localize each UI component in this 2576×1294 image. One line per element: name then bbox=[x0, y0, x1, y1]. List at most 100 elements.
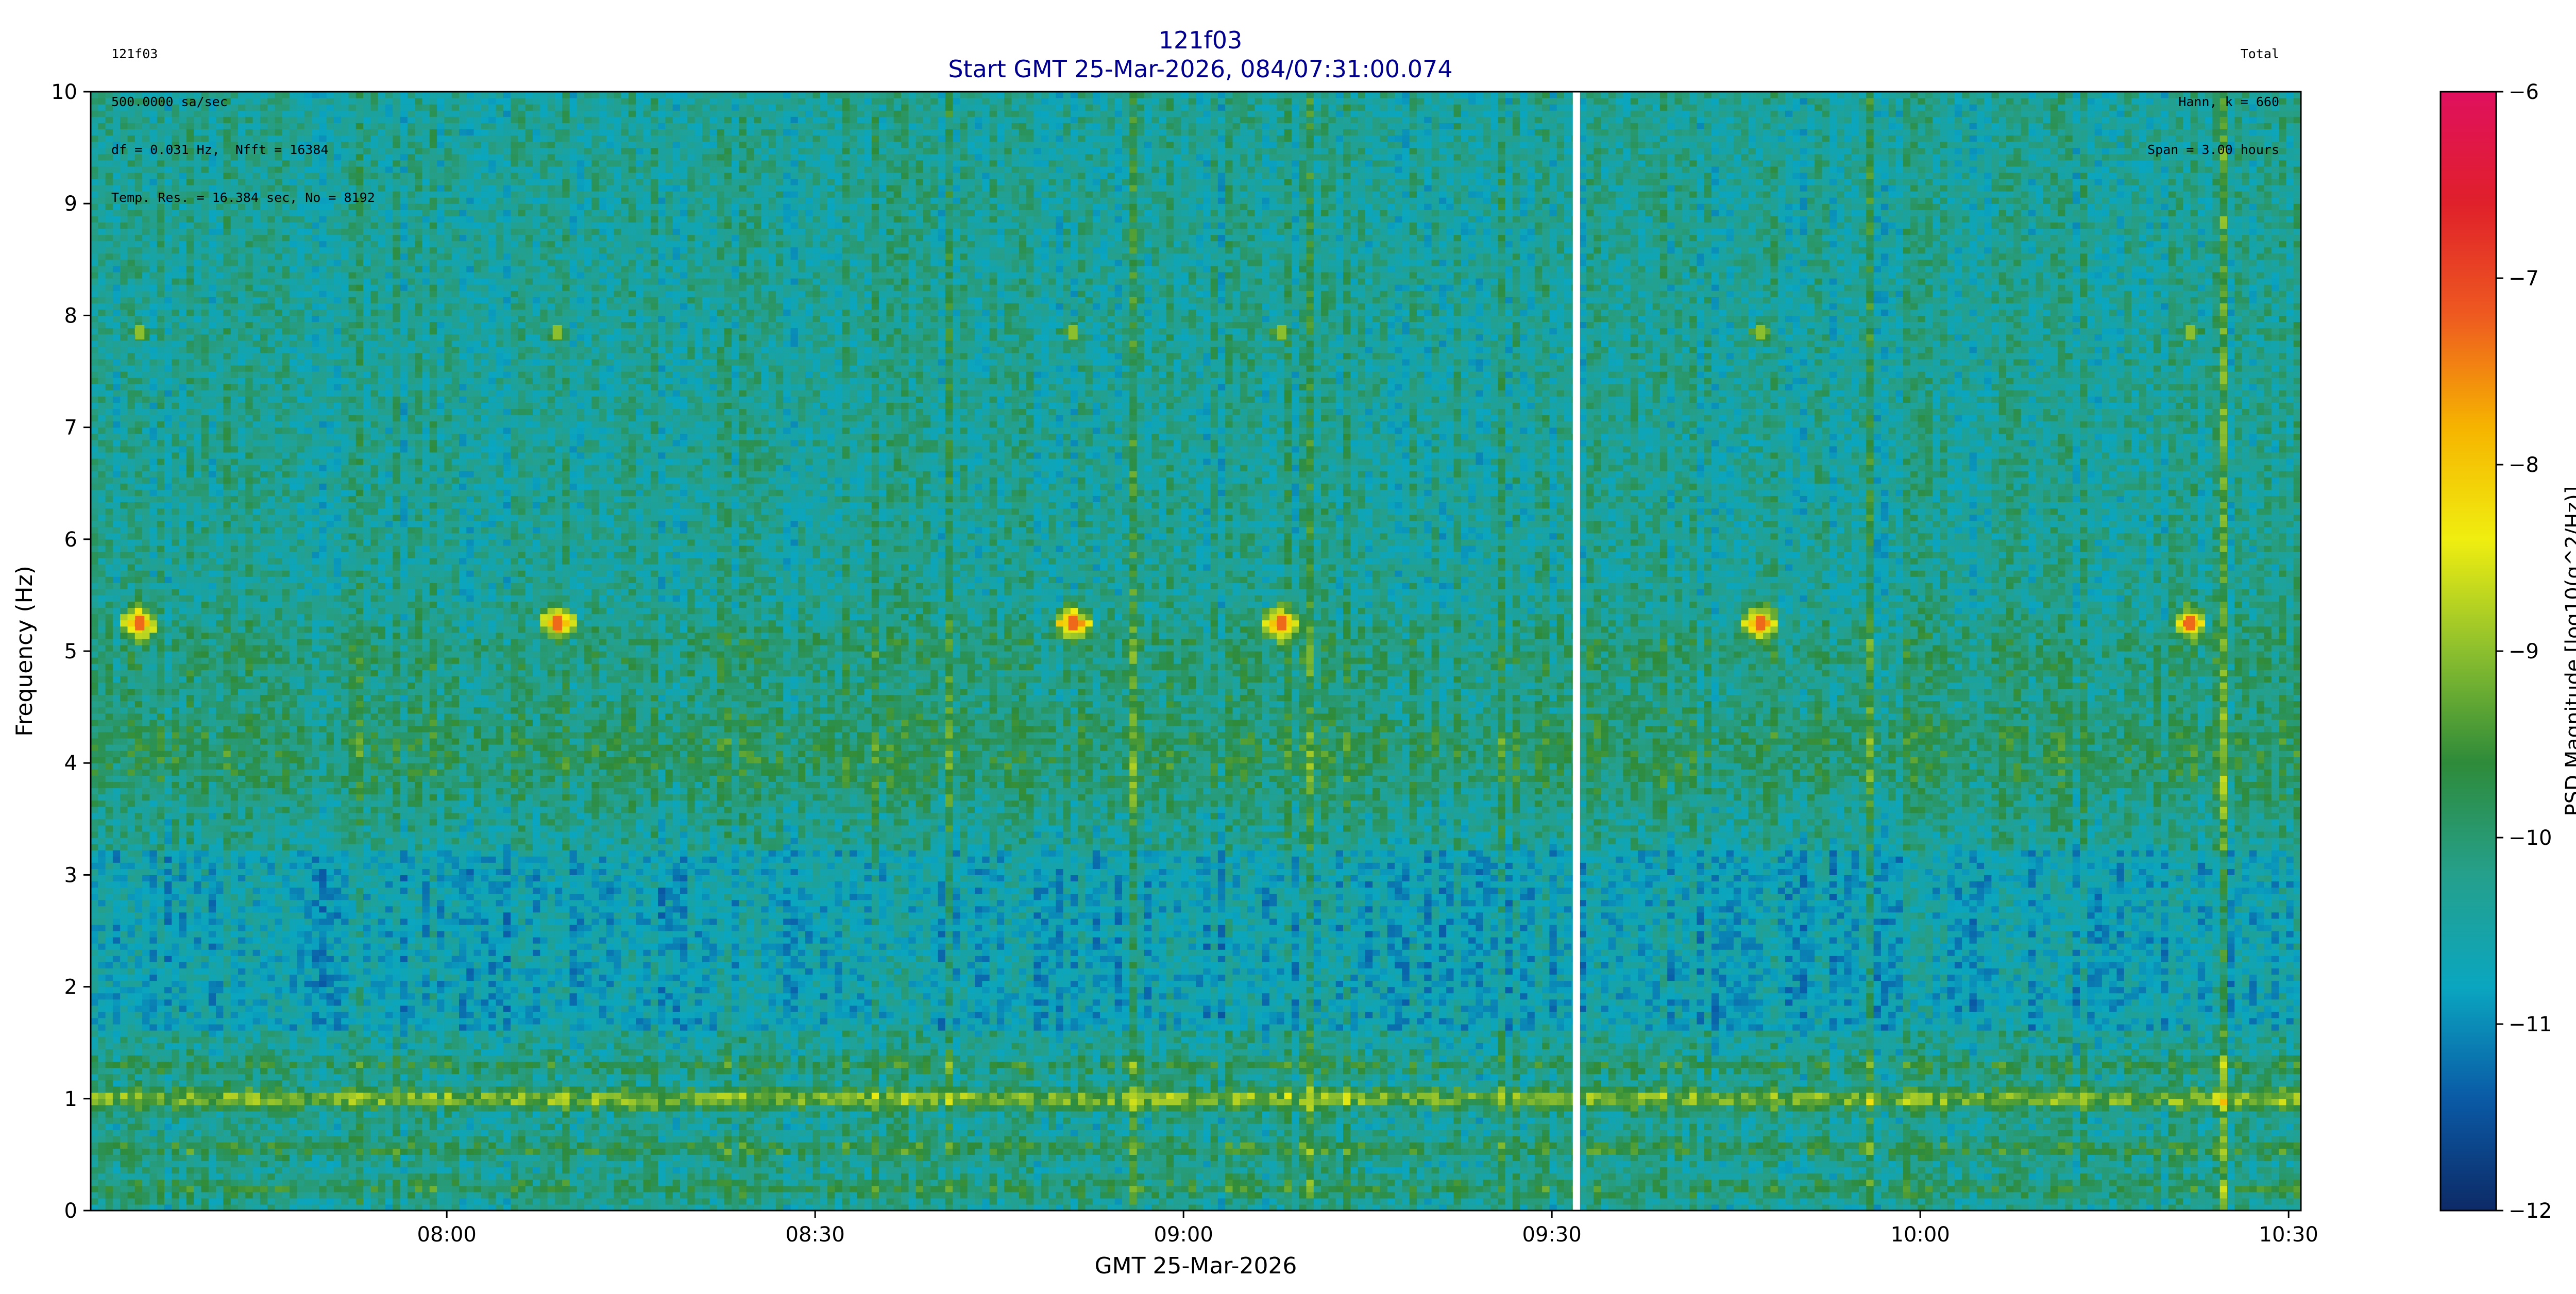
heatmap-cell bbox=[106, 688, 113, 695]
heatmap-cell bbox=[128, 515, 135, 521]
heatmap-cell bbox=[128, 626, 135, 633]
heatmap-cell bbox=[98, 347, 106, 353]
heatmap-cell bbox=[106, 1148, 113, 1155]
heatmap-cell bbox=[172, 247, 179, 254]
heatmap-cell bbox=[149, 918, 157, 925]
heatmap-cell bbox=[157, 1055, 165, 1062]
heatmap-cell bbox=[113, 527, 121, 534]
heatmap-cell bbox=[91, 135, 98, 142]
heatmap-cell bbox=[98, 191, 106, 198]
heatmap-cell bbox=[91, 477, 98, 484]
heatmap-cell bbox=[98, 775, 106, 782]
heatmap-cell bbox=[128, 769, 135, 776]
heatmap-cell bbox=[128, 315, 135, 322]
heatmap-cell bbox=[113, 794, 121, 801]
heatmap-cell bbox=[172, 471, 179, 478]
heatmap-cell bbox=[135, 688, 143, 695]
heatmap-cell bbox=[172, 260, 179, 266]
heatmap-cell bbox=[135, 402, 143, 409]
heatmap-cell bbox=[98, 1130, 106, 1136]
heatmap-cell bbox=[149, 1067, 157, 1074]
heatmap-cell bbox=[113, 458, 121, 465]
heatmap-cell bbox=[135, 981, 143, 987]
heatmap-cell bbox=[113, 1036, 121, 1043]
heatmap-cell bbox=[98, 788, 106, 794]
heatmap-cell bbox=[149, 962, 157, 968]
heatmap-cell bbox=[157, 471, 165, 478]
heatmap-cell bbox=[179, 894, 187, 900]
heatmap-cell bbox=[106, 576, 113, 583]
heatmap-cell bbox=[157, 465, 165, 471]
heatmap-cell bbox=[135, 247, 143, 254]
heatmap-cell bbox=[113, 546, 121, 552]
heatmap-cell bbox=[135, 471, 143, 478]
heatmap-cell bbox=[113, 738, 121, 745]
heatmap-cell bbox=[113, 775, 121, 782]
heatmap-cell bbox=[142, 440, 150, 447]
heatmap-cell bbox=[91, 1136, 98, 1143]
heatmap-cell bbox=[164, 608, 172, 615]
heatmap-cell bbox=[142, 272, 150, 279]
heatmap-cell bbox=[128, 1192, 135, 1199]
heatmap-cell bbox=[164, 595, 172, 602]
heatmap-cell bbox=[179, 881, 187, 888]
heatmap-cell bbox=[135, 1180, 143, 1186]
heatmap-cell bbox=[142, 309, 150, 316]
heatmap-cell bbox=[135, 353, 143, 360]
heatmap-cell bbox=[157, 931, 165, 938]
heatmap-cell bbox=[157, 1180, 165, 1186]
heatmap-cell bbox=[120, 838, 128, 844]
heatmap-cell bbox=[128, 521, 135, 527]
heatmap-cell bbox=[98, 1105, 106, 1112]
heatmap-cell bbox=[128, 241, 135, 248]
heatmap-cell bbox=[135, 347, 143, 353]
heatmap-cell bbox=[135, 1012, 143, 1018]
heatmap-cell bbox=[113, 508, 121, 515]
heatmap-cell bbox=[120, 546, 128, 552]
heatmap-cell bbox=[106, 260, 113, 266]
heatmap-cell bbox=[91, 539, 98, 546]
heatmap-cell bbox=[157, 228, 165, 235]
heatmap-cell bbox=[91, 1030, 98, 1037]
heatmap-cell bbox=[149, 981, 157, 987]
heatmap-cell bbox=[135, 713, 143, 720]
heatmap-cell bbox=[98, 123, 106, 129]
heatmap-cell bbox=[98, 371, 106, 378]
heatmap-cell bbox=[135, 801, 143, 807]
heatmap-cell bbox=[120, 1012, 128, 1018]
heatmap-cell bbox=[179, 583, 187, 589]
heatmap-cell bbox=[172, 888, 179, 894]
heatmap-cell bbox=[98, 508, 106, 515]
heatmap-cell bbox=[157, 1012, 165, 1018]
heatmap-cell bbox=[164, 458, 172, 465]
heatmap-cell bbox=[157, 421, 165, 428]
heatmap-cell bbox=[142, 825, 150, 832]
heatmap-cell bbox=[157, 900, 165, 907]
heatmap-cell bbox=[172, 962, 179, 968]
heatmap-cell bbox=[113, 340, 121, 347]
heatmap-cell bbox=[149, 253, 157, 260]
heatmap-cell bbox=[106, 949, 113, 956]
heatmap-cell bbox=[128, 943, 135, 950]
heatmap-cell bbox=[149, 266, 157, 273]
heatmap-cell bbox=[128, 421, 135, 428]
heatmap-cell bbox=[149, 1142, 157, 1149]
heatmap-cell bbox=[113, 788, 121, 794]
heatmap-cell bbox=[135, 993, 143, 1000]
heatmap-cell bbox=[106, 657, 113, 664]
heatmap-cell bbox=[106, 850, 113, 857]
heatmap-cell bbox=[164, 1080, 172, 1087]
heatmap-cell bbox=[157, 247, 165, 254]
heatmap-cell bbox=[98, 402, 106, 409]
heatmap-cell bbox=[98, 1012, 106, 1018]
heatmap-cell bbox=[149, 260, 157, 266]
heatmap-cell bbox=[157, 365, 165, 372]
heatmap-cell bbox=[142, 869, 150, 875]
heatmap-cell bbox=[135, 291, 143, 297]
heatmap-cell bbox=[172, 303, 179, 310]
heatmap-cell bbox=[179, 875, 187, 881]
heatmap-cell bbox=[164, 993, 172, 1000]
heatmap-cell bbox=[98, 465, 106, 471]
heatmap-cell bbox=[91, 564, 98, 571]
heatmap-cell bbox=[179, 1161, 187, 1167]
